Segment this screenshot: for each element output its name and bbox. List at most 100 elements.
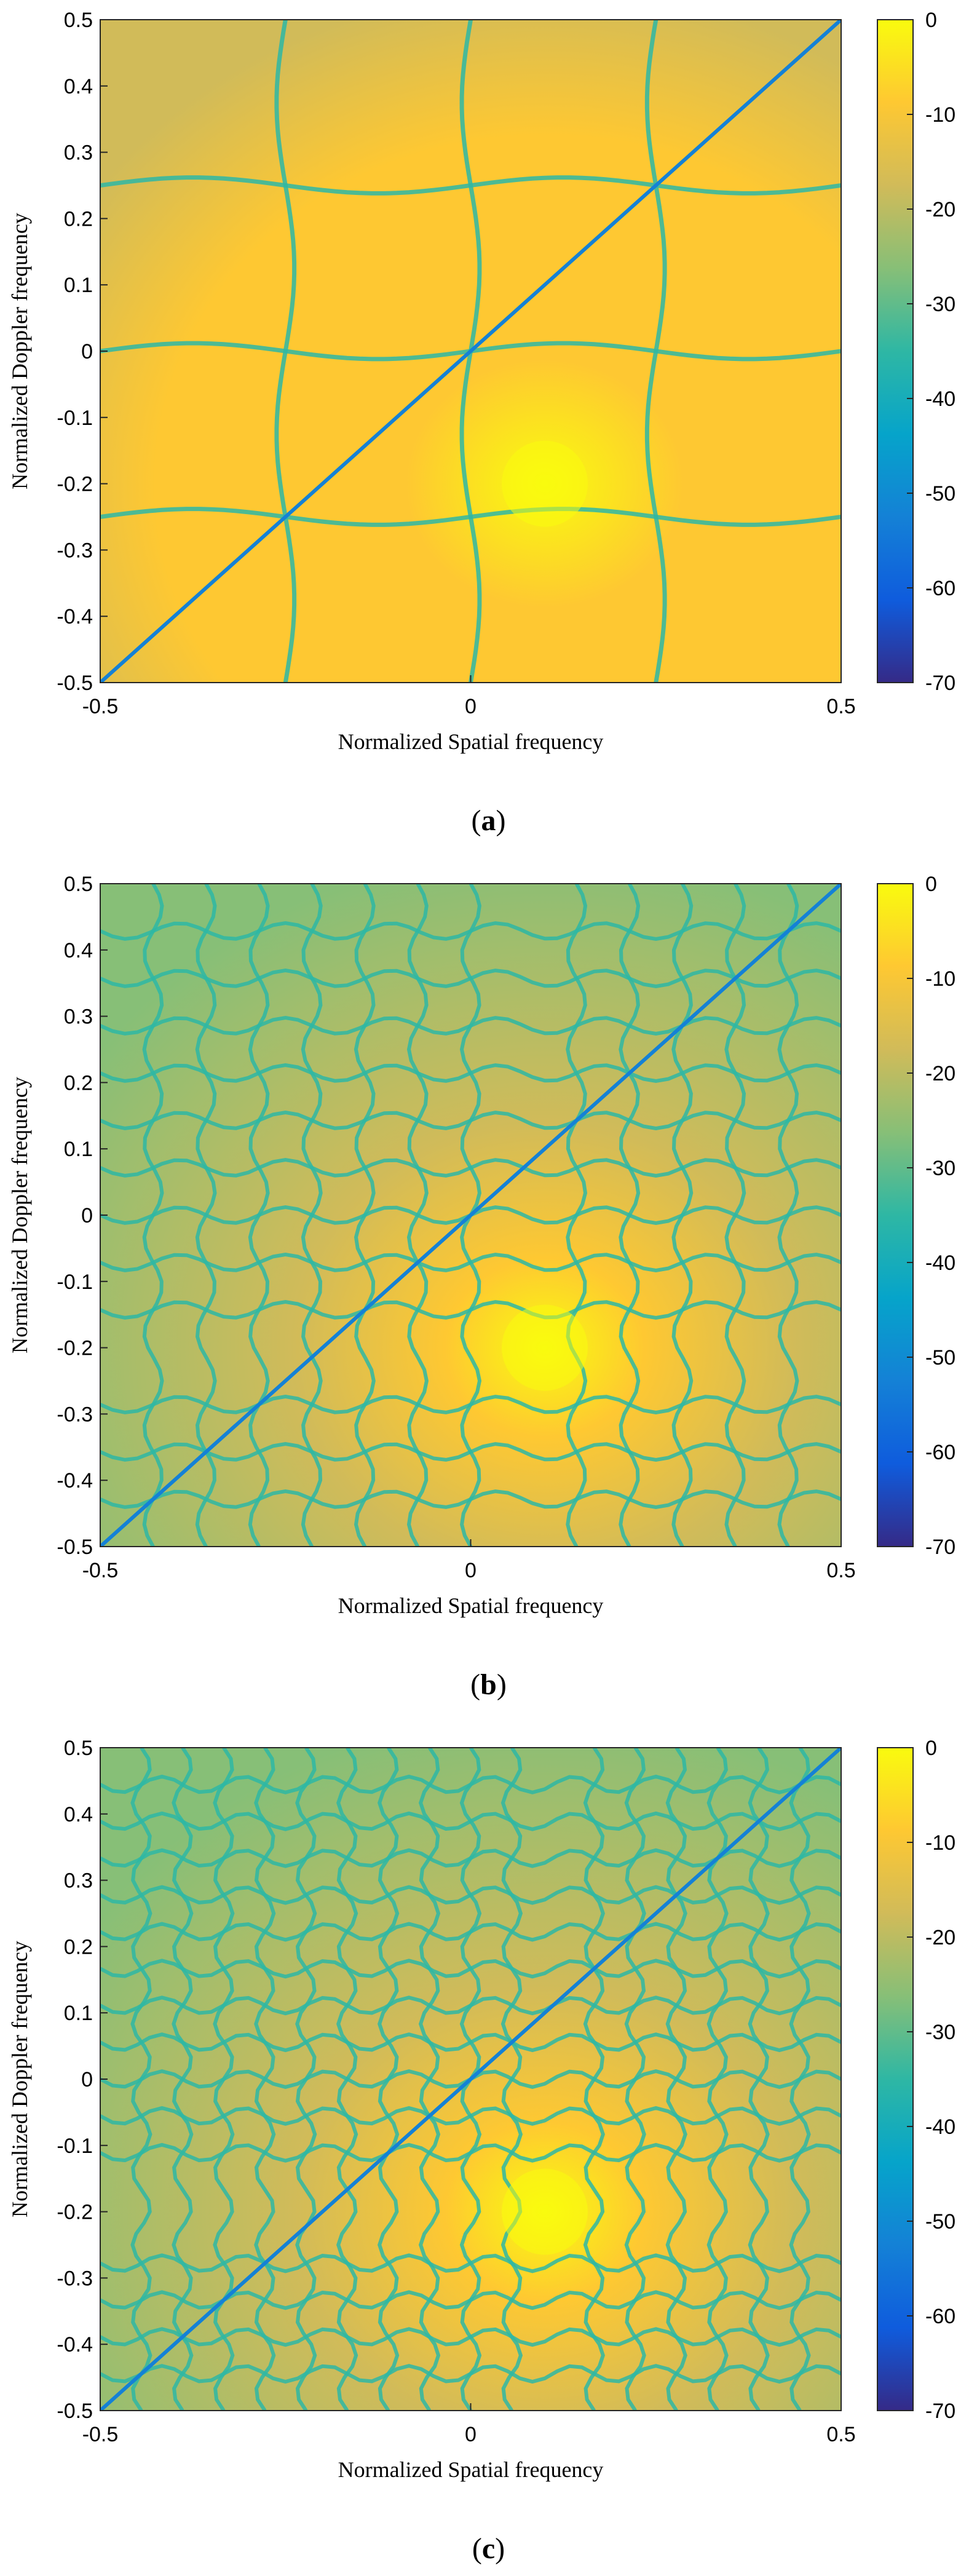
heatmap-chart-a: -0.5 0 0.5 0.5 0.4 0.3 0.2 0.1 0 -0.1 -0.2 -0.3 -0.4… xyxy=(7,9,955,754)
null-contour-horizontal xyxy=(100,921,841,941)
x-tick-label: 0 xyxy=(465,2423,477,2446)
null-contour-horizontal xyxy=(100,2106,841,2126)
null-contour-horizontal xyxy=(100,2327,841,2347)
figure-panel-b: -0.5 0 0.5 0.5 0.4 0.3 0.2 0.1 0 -0.1 -0.2 -0.3 -0.4… xyxy=(0,864,977,1701)
colorbar-tick-label: -10 xyxy=(925,103,955,127)
null-contour-horizontal xyxy=(100,1774,841,1794)
null-contour-horizontal xyxy=(100,2142,841,2163)
y-tick-label: 0.3 xyxy=(64,141,93,165)
y-tick-label: -0.3 xyxy=(57,539,93,562)
colorbar-tick-label: 0 xyxy=(925,1737,937,1760)
null-contour-horizontal xyxy=(100,1111,841,1130)
null-contour-horizontal xyxy=(100,969,841,988)
null-contour-horizontal xyxy=(100,1016,841,1036)
y-tick-label: 0.2 xyxy=(64,1935,93,1959)
null-contour-horizontal xyxy=(100,1158,841,1178)
null-contour-horizontal xyxy=(100,507,841,527)
colorbar-tick-label: 0 xyxy=(925,873,937,896)
null-contour-horizontal xyxy=(100,1300,841,1320)
x-tick-label: 0.5 xyxy=(826,695,855,718)
x-tick-label: -0.5 xyxy=(82,695,119,718)
null-contour-horizontal xyxy=(100,1995,841,2016)
y-tick-label: -0.5 xyxy=(57,672,93,695)
colorbar-tick-label: -50 xyxy=(925,1346,955,1369)
colorbar xyxy=(877,19,914,683)
null-contour-horizontal xyxy=(100,2253,841,2273)
heatmap-chart-c: -0.5 0 0.5 0.5 0.4 0.3 0.2 0.1 0 -0.1 -0.2 -0.3 -0.4… xyxy=(7,1737,955,2482)
y-tick-label: -0.1 xyxy=(57,1270,93,1294)
y-axis-label: Normalized Doppler frequency xyxy=(7,1077,32,1353)
figure-panel-a: -0.5 0 0.5 0.5 0.4 0.3 0.2 0.1 0 -0.1 -0.2 -0.3 -0.4… xyxy=(0,0,977,837)
colorbar-tick-label: -30 xyxy=(925,293,955,316)
null-contour-horizontal xyxy=(100,1395,841,1414)
x-axis-label: Normalized Spatial frequency xyxy=(338,1593,604,1618)
heatmap-nulls xyxy=(100,1748,841,2411)
y-tick-label: -0.3 xyxy=(57,1403,93,1426)
y-tick-label: 0.4 xyxy=(64,1803,93,1826)
y-tick-label: 0.1 xyxy=(64,2002,93,2025)
x-tick-label: 0.5 xyxy=(826,1559,855,1582)
y-tick-label: -0.1 xyxy=(57,2134,93,2158)
y-tick-label: -0.3 xyxy=(57,2267,93,2290)
y-tick-label: 0 xyxy=(81,340,93,363)
y-tick-label: 0.5 xyxy=(64,1737,93,1760)
null-contour-horizontal xyxy=(100,1489,841,1509)
x-tick-label: -0.5 xyxy=(82,1559,119,1582)
colorbar xyxy=(877,1747,914,2411)
y-tick-label: -0.4 xyxy=(57,2333,93,2356)
y-tick-label: -0.1 xyxy=(57,406,93,430)
target-peak xyxy=(502,440,588,527)
colorbar-tick-label: -40 xyxy=(925,1251,955,1275)
colorbar xyxy=(877,883,914,1547)
target-peak xyxy=(502,1304,588,1391)
y-tick-label: -0.2 xyxy=(57,2201,93,2224)
colorbar-tick-label: -40 xyxy=(925,2115,955,2139)
colorbar-tick-label: 0 xyxy=(925,9,937,32)
y-tick-label: -0.2 xyxy=(57,1337,93,1360)
colorbar-tick-label: -30 xyxy=(925,1157,955,1180)
colorbar-tick-label: -20 xyxy=(925,1062,955,1085)
clutter-notch-line xyxy=(100,1748,841,2411)
y-axis-label: Normalized Doppler frequency xyxy=(7,1941,32,2217)
null-contour-horizontal xyxy=(100,1811,841,1831)
y-tick-label: -0.4 xyxy=(57,1469,93,1492)
null-contour-horizontal xyxy=(100,175,841,196)
figure-panel-c: -0.5 0 0.5 0.5 0.4 0.3 0.2 0.1 0 -0.1 -0.2 -0.3 -0.4… xyxy=(0,1728,977,2565)
x-tick-label: 0.5 xyxy=(826,2423,855,2446)
y-tick-label: 0.5 xyxy=(64,9,93,32)
colorbar-tick-label: -60 xyxy=(925,577,955,600)
colorbar-tick-label: -70 xyxy=(925,1536,955,1559)
y-tick-label: 0.3 xyxy=(64,1005,93,1029)
heatmap-nulls xyxy=(100,20,841,683)
y-tick-label: -0.5 xyxy=(57,1536,93,1559)
null-contour-horizontal xyxy=(100,1442,841,1462)
null-contour-horizontal xyxy=(100,2032,841,2053)
colorbar-tick-label: -70 xyxy=(925,2400,955,2423)
y-axis-label: Normalized Doppler frequency xyxy=(7,213,32,489)
x-tick-label: 0 xyxy=(465,1559,477,1582)
null-contour-horizontal xyxy=(100,1959,841,1979)
x-tick-label: -0.5 xyxy=(82,2423,119,2446)
y-tick-label: -0.2 xyxy=(57,473,93,496)
y-tick-label: 0 xyxy=(81,2068,93,2091)
target-peak xyxy=(502,2168,588,2255)
x-axis-label: Normalized Spatial frequency xyxy=(338,729,604,754)
y-tick-label: 0.5 xyxy=(64,873,93,896)
y-tick-label: -0.5 xyxy=(57,2400,93,2423)
panel-caption-a: (a) xyxy=(471,804,506,837)
y-tick-label: 0.1 xyxy=(64,274,93,297)
colorbar-tick-label: -50 xyxy=(925,2210,955,2233)
panel-caption-c: (c) xyxy=(472,2532,505,2565)
x-axis-label: Normalized Spatial frequency xyxy=(338,2457,604,2482)
panel-caption-b: (b) xyxy=(470,1668,507,1701)
clutter-notch-line xyxy=(100,20,841,683)
colorbar-tick-label: -60 xyxy=(925,2305,955,2328)
colorbar-tick-label: -50 xyxy=(925,482,955,505)
colorbar-tick-label: -30 xyxy=(925,2021,955,2044)
colorbar-tick-label: -20 xyxy=(925,198,955,221)
y-tick-label: 0.3 xyxy=(64,1869,93,1893)
null-contour-horizontal xyxy=(100,1885,841,1905)
null-contour-horizontal xyxy=(100,1063,841,1083)
y-tick-label: 0 xyxy=(81,1204,93,1227)
null-contour-horizontal xyxy=(100,2364,841,2384)
